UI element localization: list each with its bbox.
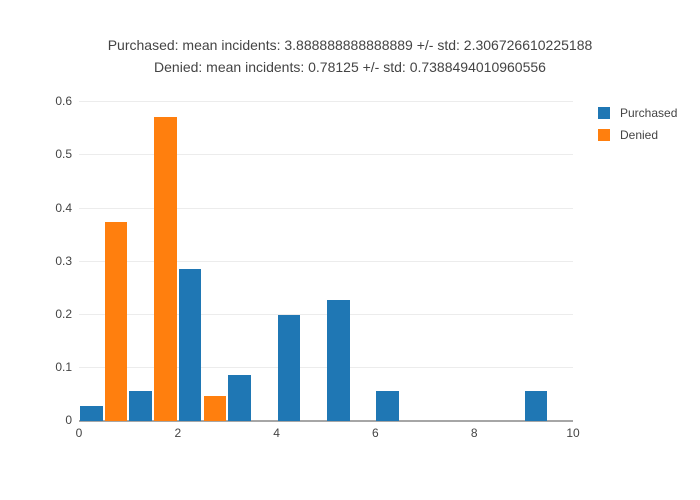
- bar-purchased-bin2: [178, 269, 202, 421]
- y-tick-label: 0.4: [55, 200, 72, 215]
- chart-title: Purchased: mean incidents: 3.88888888888…: [0, 34, 700, 78]
- legend-label-denied: Denied: [620, 128, 659, 142]
- y-tick-label: 0.2: [55, 306, 72, 321]
- x-tick-label: 8: [470, 426, 478, 440]
- bar-denied-bin0: [104, 221, 128, 421]
- denied-swatch-icon: [598, 129, 610, 141]
- gridline: [79, 313, 573, 315]
- gridline: [79, 207, 573, 209]
- gridline: [79, 260, 573, 262]
- x-axis-line: [79, 420, 573, 422]
- gridline: [79, 154, 573, 156]
- x-tick-label: 0: [75, 426, 83, 440]
- y-tick-label: 0.1: [55, 359, 72, 374]
- legend-item-purchased[interactable]: Purchased: [598, 102, 677, 124]
- y-tick-label: 0: [65, 413, 72, 427]
- y-tick-label: 0.6: [55, 94, 72, 109]
- y-tick-label: 0.3: [55, 253, 72, 268]
- bar-purchased-bin5: [327, 299, 350, 421]
- bar-purchased-bin6: [376, 390, 400, 421]
- bar-purchased-bin4: [277, 314, 301, 421]
- chart-title-line2: Denied: mean incidents: 0.78125 +/- std:…: [154, 59, 546, 75]
- y-tick-label: 0.5: [55, 147, 72, 162]
- gridline: [79, 101, 573, 103]
- bar-purchased-bin3: [228, 375, 251, 421]
- bar-denied-bin1: [154, 117, 177, 421]
- legend-item-denied[interactable]: Denied: [598, 124, 677, 146]
- x-tick-label: 4: [273, 426, 280, 440]
- x-tick-label: 10: [566, 426, 580, 440]
- x-tick-label: 2: [174, 426, 182, 440]
- legend: Purchased Denied: [598, 102, 677, 146]
- bar-purchased-bin1: [129, 390, 153, 421]
- bar-purchased-bin9: [524, 390, 548, 421]
- bar-purchased-bin0: [80, 405, 103, 421]
- bar-denied-bin2: [203, 395, 227, 421]
- gridline: [79, 366, 573, 368]
- x-tick-label: 6: [372, 426, 379, 440]
- legend-label-purchased: Purchased: [620, 106, 678, 120]
- plot-area: [79, 89, 573, 422]
- chart-title-line1: Purchased: mean incidents: 3.88888888888…: [107, 37, 593, 53]
- purchased-swatch-icon: [598, 107, 610, 119]
